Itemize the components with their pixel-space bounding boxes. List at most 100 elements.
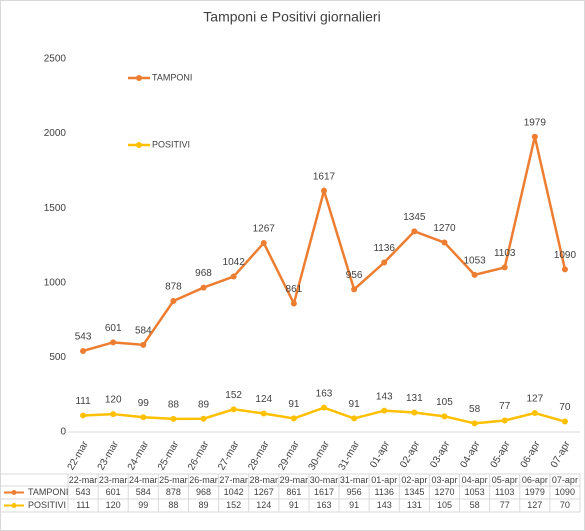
data-label: 70 xyxy=(559,402,571,413)
point xyxy=(260,410,267,417)
data-label: 152 xyxy=(225,390,242,401)
table-header: 05-apr xyxy=(492,475,518,485)
table-cell: 163 xyxy=(316,500,331,510)
data-label: 968 xyxy=(195,268,212,279)
table-cell: 1136 xyxy=(375,487,394,497)
point xyxy=(321,404,327,411)
table-header: 25-mar xyxy=(159,475,188,485)
point xyxy=(260,239,267,246)
y-tick-label: 2000 xyxy=(44,128,67,139)
table-cell: 1270 xyxy=(434,487,454,497)
y-tick-label: 1500 xyxy=(44,203,67,214)
point xyxy=(501,417,508,424)
table-series-name: TAMPONI xyxy=(28,487,68,497)
data-label: 1617 xyxy=(313,171,336,182)
legend-label: POSITIVI xyxy=(152,139,190,149)
point xyxy=(501,264,508,271)
data-label: 91 xyxy=(288,399,300,410)
point xyxy=(351,286,358,293)
data-label: 861 xyxy=(286,284,303,295)
point xyxy=(140,414,147,421)
table-header: 26-mar xyxy=(189,475,218,485)
table-cell: 131 xyxy=(407,500,422,510)
point xyxy=(110,339,117,346)
point xyxy=(411,409,418,416)
table-cell: 1053 xyxy=(465,487,485,497)
point xyxy=(351,415,358,422)
table-header: 04-apr xyxy=(462,475,488,485)
data-label: 99 xyxy=(138,398,150,409)
data-label: 543 xyxy=(75,332,92,343)
y-tick-label: 500 xyxy=(49,352,66,363)
chart-title: Tamponi e Positivi giornalieri xyxy=(203,9,380,25)
point xyxy=(200,284,207,291)
table-header: 22-mar xyxy=(69,475,98,485)
data-label: 58 xyxy=(469,404,481,415)
point xyxy=(170,415,177,422)
table-series-name: POSITIVI xyxy=(28,500,66,510)
data-label: 127 xyxy=(526,394,543,405)
table-header: 02-apr xyxy=(401,475,427,485)
table-cell: 127 xyxy=(527,500,542,510)
data-label: 1267 xyxy=(253,224,276,235)
table-cell: 58 xyxy=(470,500,480,510)
point xyxy=(230,406,237,413)
data-label: 1136 xyxy=(373,243,395,254)
table-header: 31-mar xyxy=(340,475,369,485)
data-label: 1090 xyxy=(554,250,577,261)
table-cell: 1979 xyxy=(525,487,545,497)
data-label: 1345 xyxy=(403,212,426,223)
data-label: 88 xyxy=(168,400,180,411)
point xyxy=(290,300,297,307)
point xyxy=(381,259,388,266)
table-header: 23-mar xyxy=(99,475,128,485)
data-label: 1053 xyxy=(463,256,486,267)
table-cell: 88 xyxy=(168,500,178,510)
table-cell: 584 xyxy=(136,487,151,497)
point xyxy=(411,228,418,235)
table-header: 29-mar xyxy=(280,475,309,485)
legend-label: TAMPONI xyxy=(152,72,192,82)
table-legend-marker xyxy=(11,490,17,495)
data-label: 956 xyxy=(346,270,363,281)
point xyxy=(471,271,478,278)
data-label: 1979 xyxy=(524,117,547,128)
table-header: 28-mar xyxy=(250,475,279,485)
table-header: 03-apr xyxy=(431,475,457,485)
y-tick-label: 1000 xyxy=(44,277,67,288)
table-header: 30-mar xyxy=(310,475,339,485)
point xyxy=(80,347,87,354)
point xyxy=(321,187,327,194)
table-cell: 878 xyxy=(166,487,181,497)
table-header: 24-mar xyxy=(129,475,158,485)
data-label: 601 xyxy=(105,323,122,334)
table-cell: 89 xyxy=(199,500,209,510)
point xyxy=(441,239,448,246)
point xyxy=(80,412,87,419)
table-cell: 1042 xyxy=(224,487,244,497)
table-cell: 124 xyxy=(256,500,271,510)
table-cell: 1617 xyxy=(314,487,334,497)
point xyxy=(170,298,177,305)
table-cell: 111 xyxy=(76,500,90,510)
point xyxy=(471,420,478,427)
table-cell: 91 xyxy=(289,500,299,510)
data-label: 120 xyxy=(105,395,122,406)
y-tick-label: 0 xyxy=(60,427,66,438)
y-tick-label: 2500 xyxy=(44,54,67,65)
table-cell: 120 xyxy=(106,500,121,510)
table-cell: 1267 xyxy=(254,487,274,497)
data-label: 1270 xyxy=(433,223,456,234)
data-label: 163 xyxy=(316,388,333,399)
legend-marker xyxy=(136,75,142,81)
point xyxy=(230,273,237,280)
legend-marker xyxy=(136,142,142,148)
table-cell: 77 xyxy=(500,500,510,510)
data-label: 1103 xyxy=(494,248,516,259)
table-cell: 99 xyxy=(138,500,148,510)
data-label: 131 xyxy=(406,393,423,404)
data-label: 143 xyxy=(376,391,393,402)
